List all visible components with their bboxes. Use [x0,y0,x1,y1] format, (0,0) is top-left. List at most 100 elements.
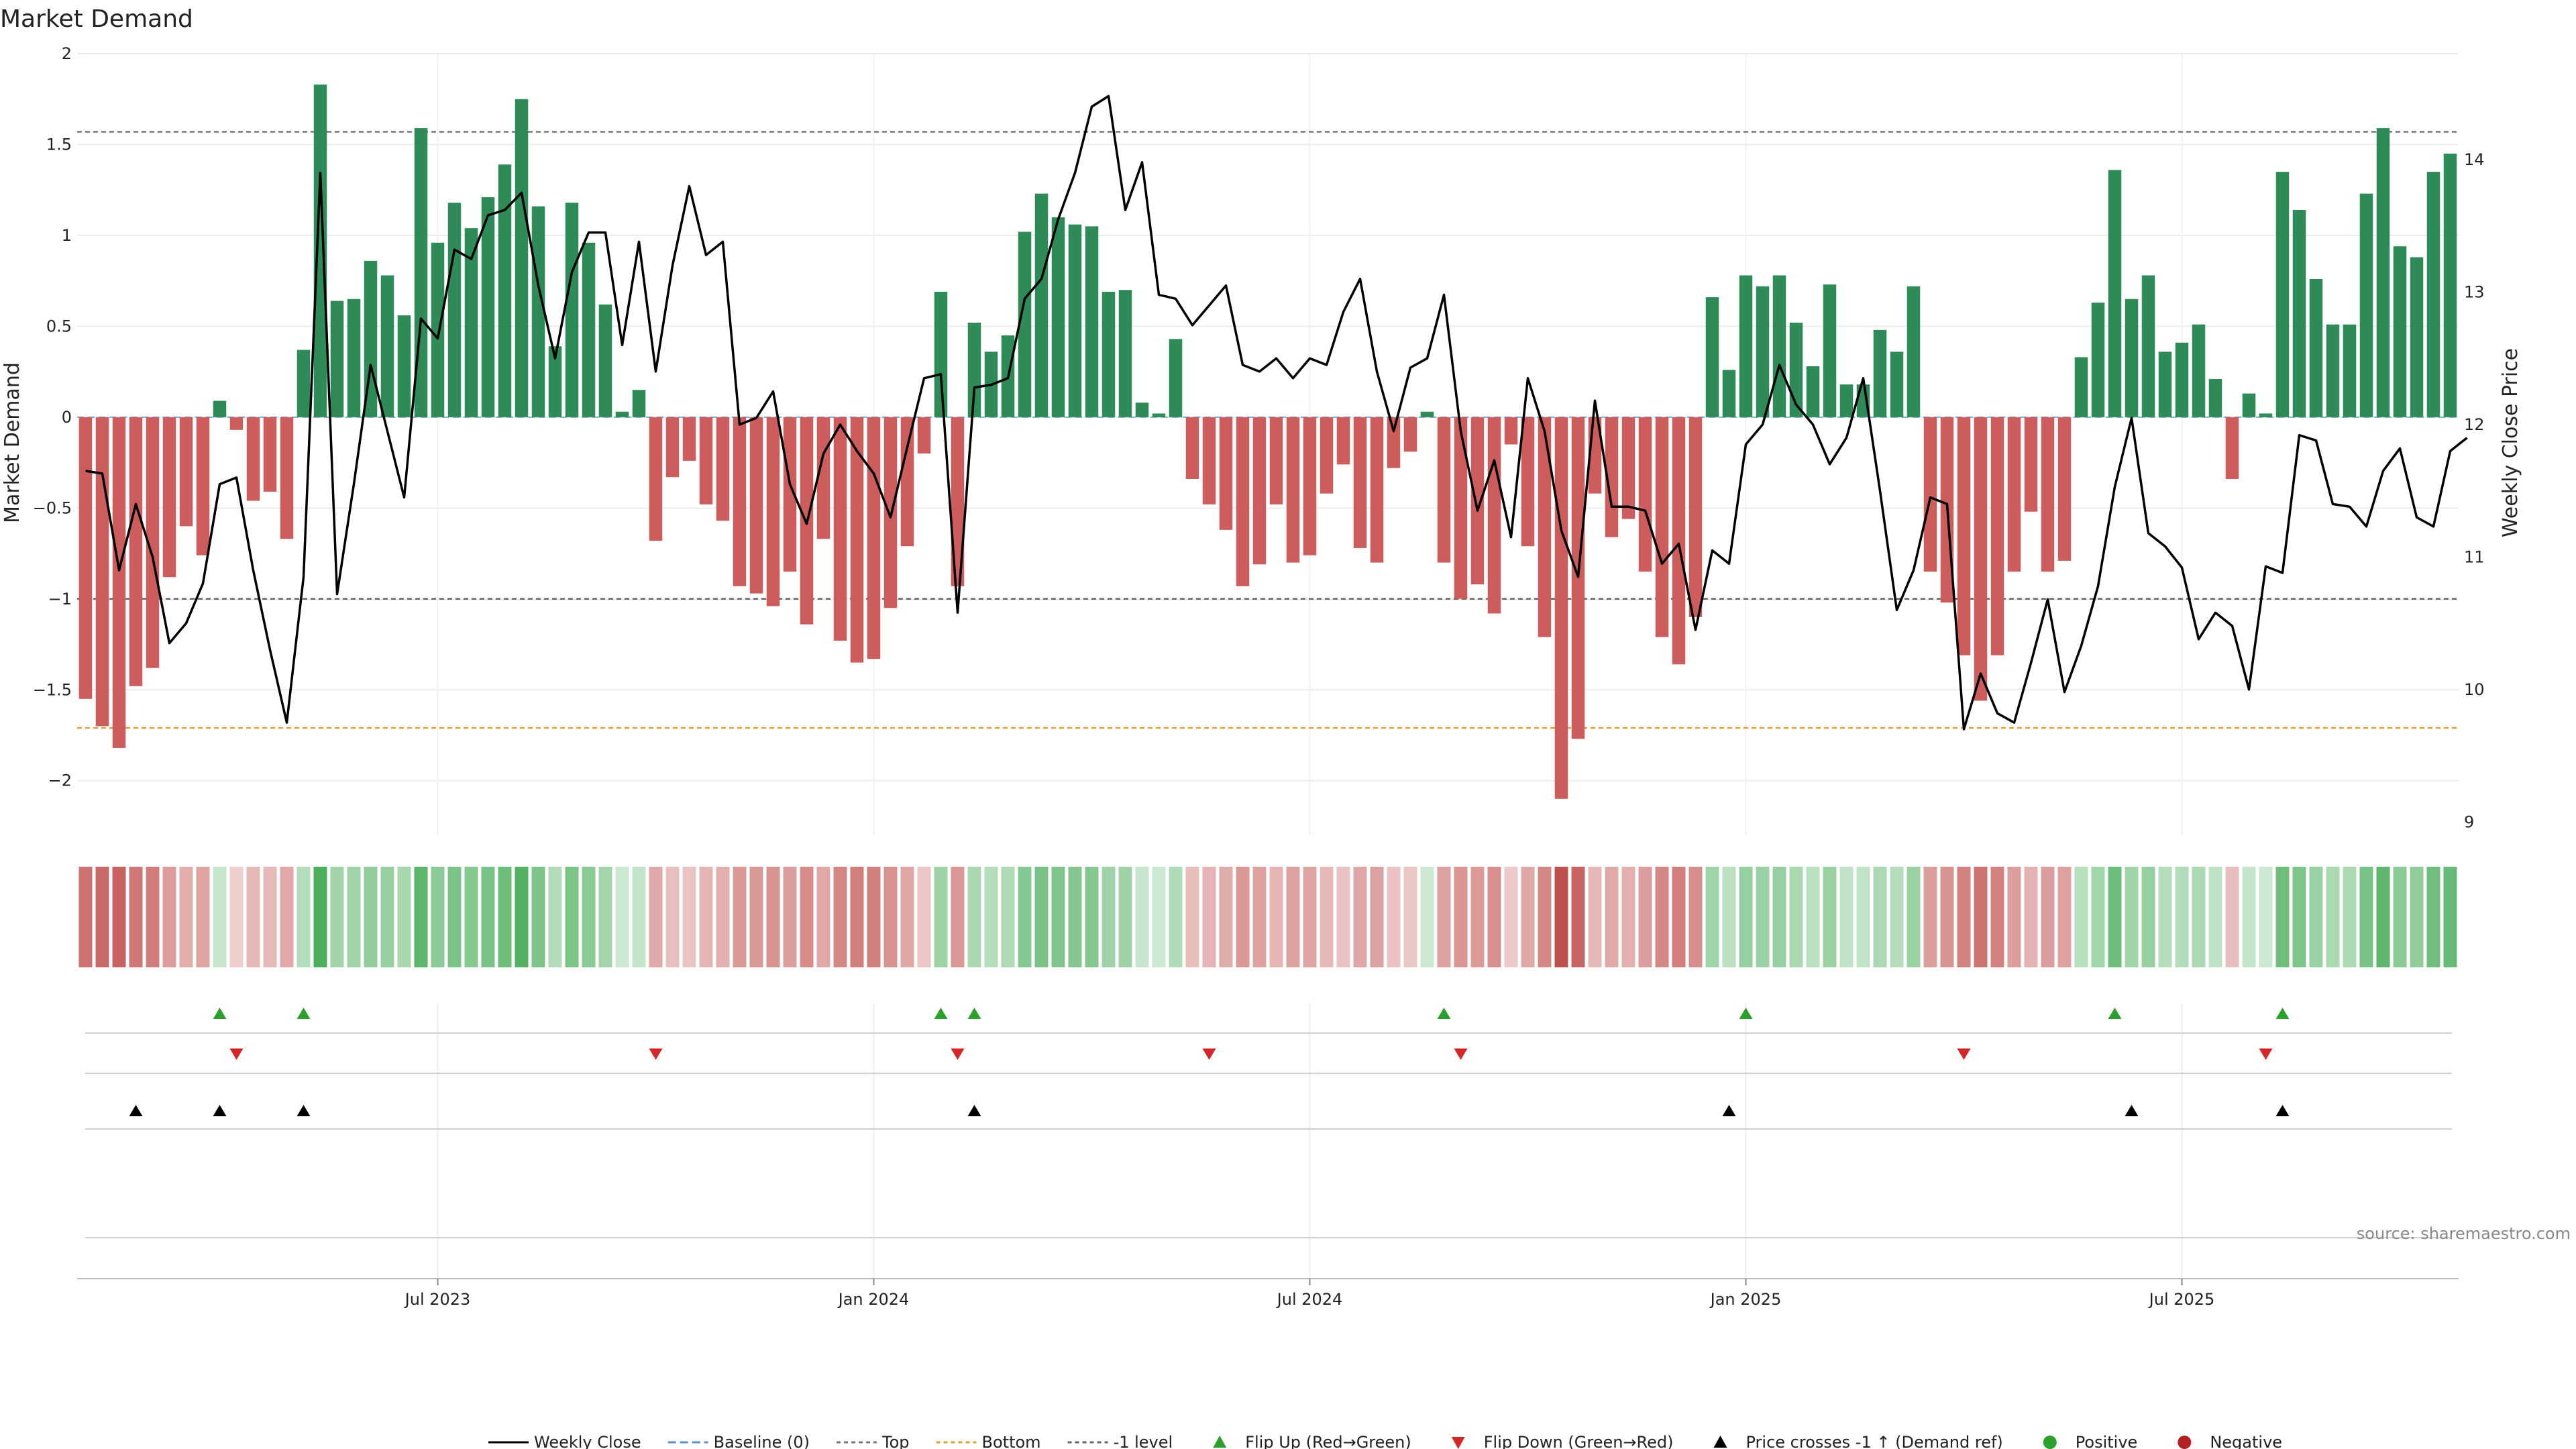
legend-label: Bottom [982,1433,1041,1449]
demand-bar-positive [464,228,478,417]
demand-bar-positive [330,301,344,417]
heat-cell [665,867,680,967]
heat-cell [2192,867,2206,967]
demand-bar-positive [598,304,612,417]
y2-tick-label: 10 [2464,680,2485,699]
heat-cell [733,867,747,967]
heat-cell [2443,867,2457,967]
demand-bar-negative [1487,417,1501,614]
demand-bar-positive [2192,324,2206,417]
heat-cell [397,867,411,967]
cross-up-marker [213,1105,227,1116]
heat-cell [1018,867,1032,967]
heat-cell [380,867,394,967]
heat-cell [2343,867,2357,967]
heat-cell [1705,867,1719,967]
heat-cell [1923,867,1937,967]
price-line [85,95,2468,731]
y2-tick-label: 13 [2464,282,2485,301]
heat-cell [498,867,512,967]
demand-bar-positive [1152,413,1166,417]
heat-cell [531,867,545,967]
flip-down-marker [649,1049,663,1060]
demand-bar-negative [95,417,109,727]
demand-bar-negative [78,417,93,699]
demand-bar-negative [665,417,680,478]
demand-bar-negative [162,417,176,578]
legend-label: Price crosses -1 ↑ (Demand ref) [1746,1433,2003,1449]
x-tick-label: Jan 2024 [837,1290,910,1309]
flip-up-marker [2108,1008,2122,1019]
legend-label: Negative [2210,1433,2282,1449]
legend-label: Flip Up (Red→Green) [1245,1433,1411,1449]
demand-bar-positive [1722,370,1736,417]
demand-bar-negative [2041,417,2055,572]
demand-bar-positive [2074,357,2088,417]
demand-bar-negative [1370,417,1384,563]
heat-cell [1370,867,1384,967]
heat-cell [2326,867,2340,967]
flip-down-marker [2259,1049,2273,1060]
demand-bar-positive [2208,378,2222,417]
demand-bar-negative [2007,417,2021,572]
demand-bar-positive [213,400,227,417]
demand-bar-negative [1185,417,1199,479]
demand-bar-negative [246,417,260,501]
demand-bar-positive [2091,303,2105,417]
heat-cell [1504,867,1518,967]
demand-bar-positive [515,99,529,417]
demand-bar-positive [447,203,462,417]
demand-bar-positive [1169,339,1183,417]
heat-cell [1085,867,1099,967]
demand-bar-negative [1454,417,1468,599]
chart-title: Market Demand [0,5,193,33]
heat-cell [1521,867,1535,967]
heat-cell [883,867,898,967]
demand-bar-negative [1957,417,1971,655]
demand-bar-negative [649,417,663,541]
legend-label: Flip Down (Green→Red) [1484,1433,1674,1449]
y2-tick-label: 14 [2464,150,2485,169]
heat-cell [313,867,327,967]
heat-cell [1202,867,1216,967]
cross-up-marker [297,1105,311,1116]
heat-cell [1538,867,1552,967]
heat-cell [1722,867,1736,967]
demand-bar-negative [1219,417,1233,530]
demand-bar-negative [1286,417,1300,563]
demand-bar-positive [1135,402,1149,417]
heat-cell [1940,867,1954,967]
heat-cell [179,867,193,967]
heat-cell [1957,867,1971,967]
demand-bar-positive [481,197,495,417]
flip-down-marker [1202,1049,1216,1060]
heat-cell [1470,867,1485,967]
heat-cell [2225,867,2239,967]
cross-up-marker [1722,1105,1736,1116]
legend-label: Baseline (0) [714,1433,810,1449]
heat-cell [213,867,227,967]
heat-cell [1839,867,1854,967]
demand-bar-positive [2108,170,2122,417]
heat-cell [1051,867,1065,967]
heat-cell [2158,867,2172,967]
heat-cell [1672,867,1686,967]
demand-bar-negative [263,417,277,492]
heat-cell [1068,867,1082,967]
demand-bar-positive [1068,224,1082,417]
demand-bar-negative [1688,417,1703,617]
y2-tick-label: 12 [2464,415,2485,434]
heat-cell [1806,867,1820,967]
demand-bar-negative [766,417,780,606]
heat-cell [2074,867,2088,967]
demand-bar-negative [1990,417,2004,655]
legend-swatch-flip-up [1213,1436,1227,1448]
demand-bar-positive [615,411,629,417]
heat-cell [1487,867,1501,967]
heat-cell [1789,867,1803,967]
legend-swatch-positive [2043,1436,2057,1449]
demand-bar-positive [582,242,596,417]
demand-bar-positive [548,346,562,417]
heat-cell [1320,867,1334,967]
